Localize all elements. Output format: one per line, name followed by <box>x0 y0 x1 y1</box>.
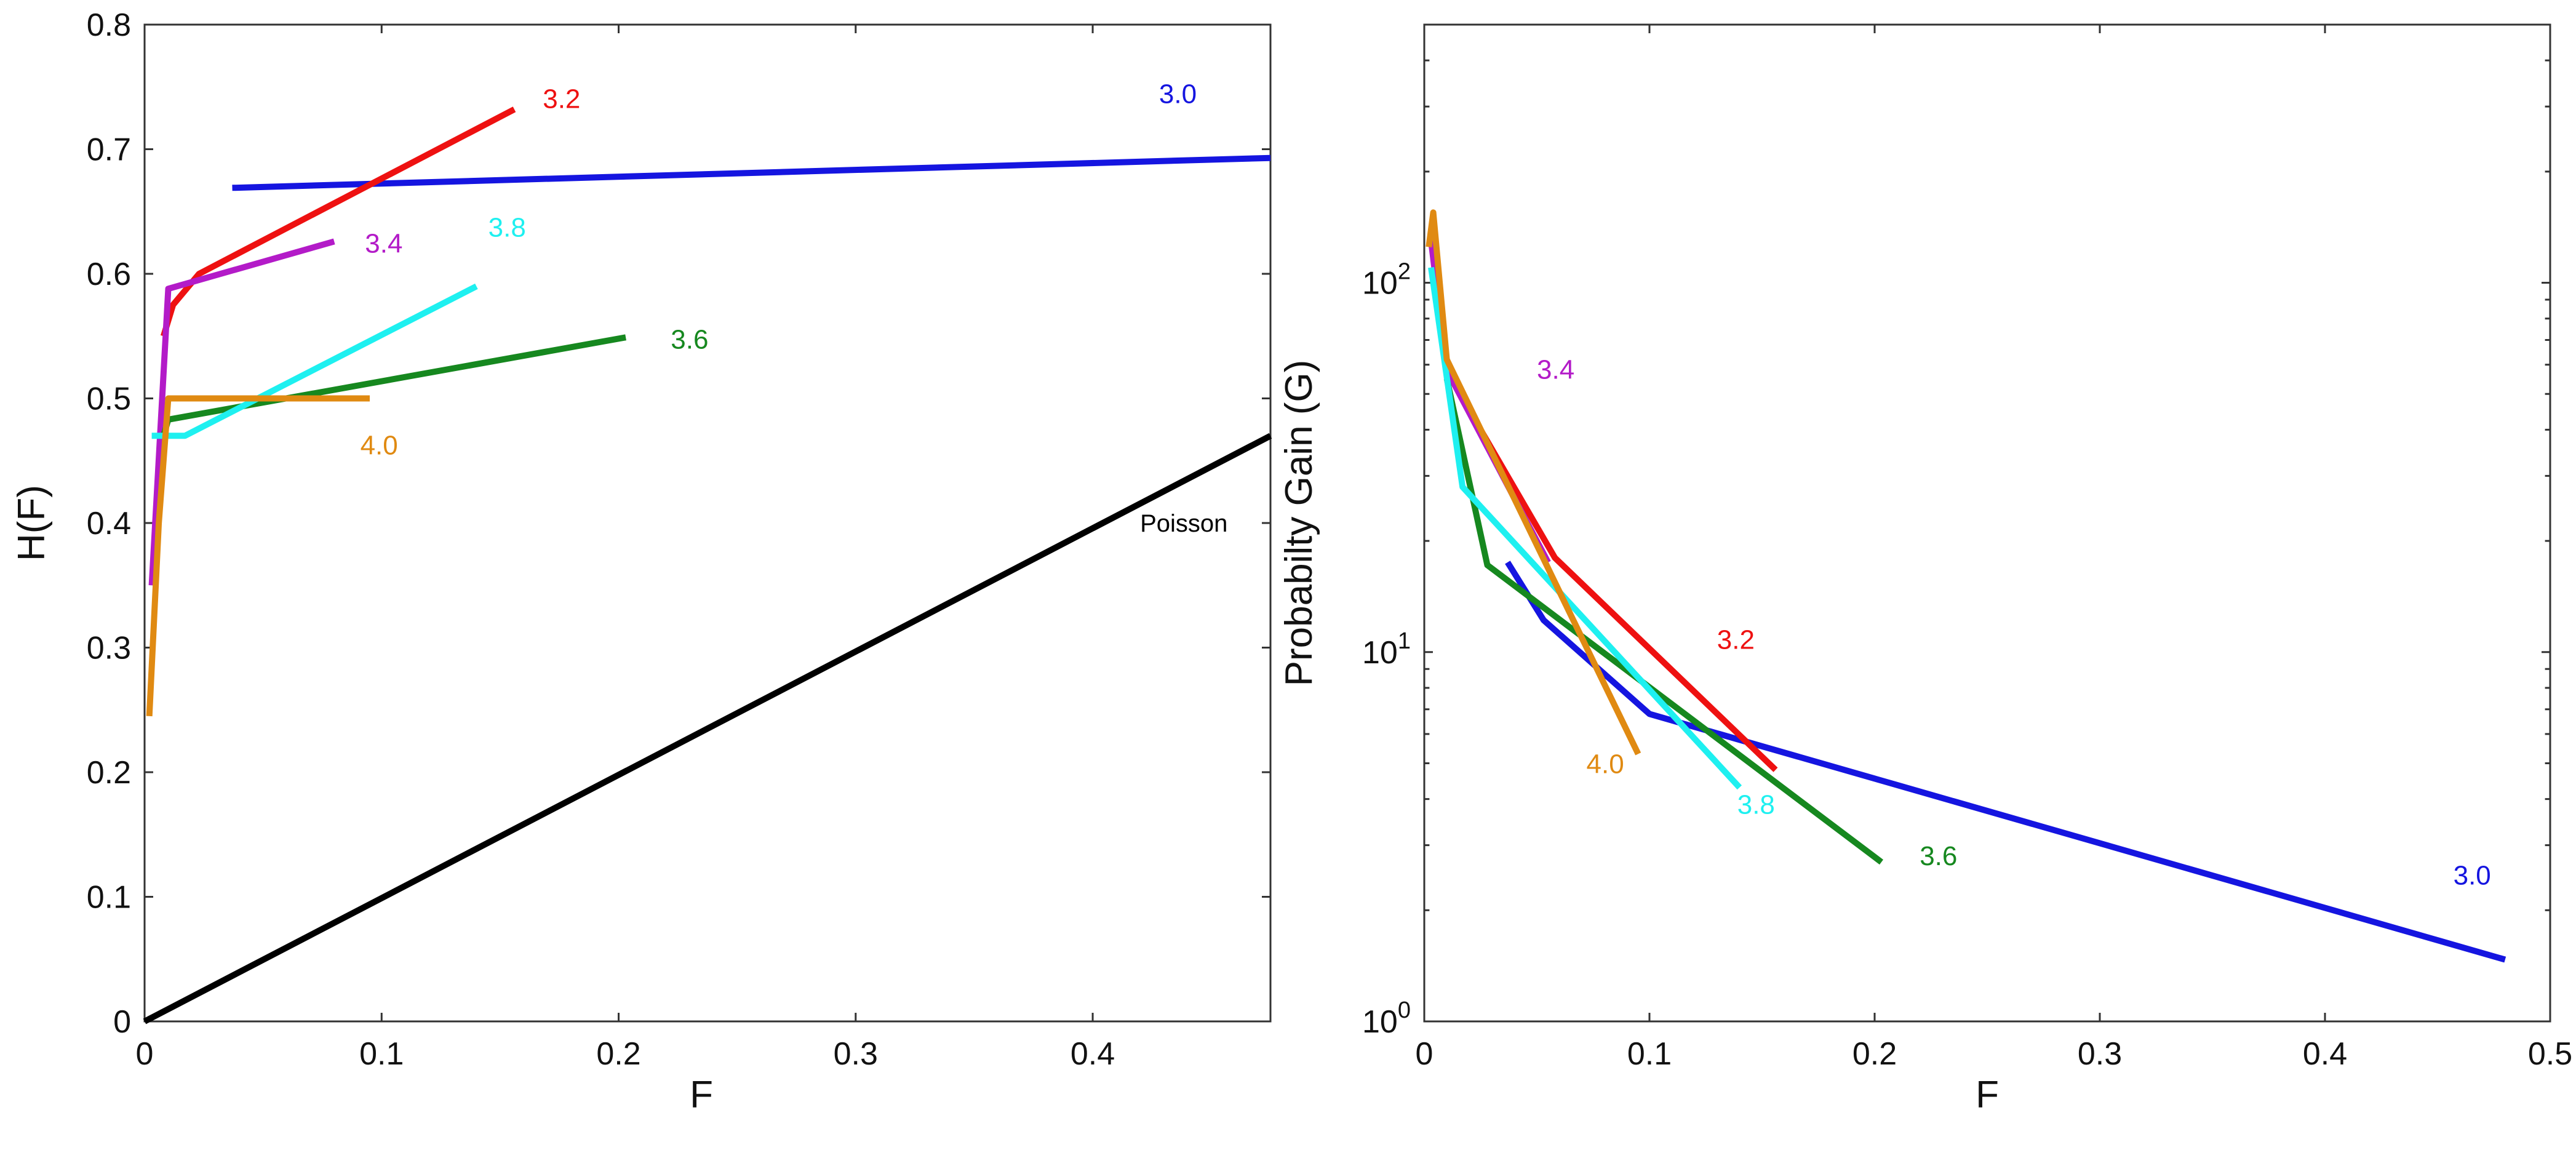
left-y-axis-label: H(F) <box>10 485 53 561</box>
tick-exponent: 1 <box>1398 628 1411 654</box>
left-x-tick-label: 0.4 <box>1071 1036 1115 1072</box>
right-series-line-3-6 <box>1443 378 1884 865</box>
left-x-axis-label: F <box>690 1074 713 1116</box>
left-y-tick-label: 0.8 <box>87 7 131 43</box>
left-series-label-4-0: 4.0 <box>361 431 398 461</box>
left-series-label-3-4: 3.4 <box>365 229 402 259</box>
left-series-label-3-0: 3.0 <box>1159 79 1197 110</box>
left-x-tick-labels: 0 0.1 0.2 0.3 0.4 <box>136 1036 1115 1072</box>
right-x-axis-label: F <box>1976 1074 1999 1116</box>
left-y-tick-labels: 0 0.1 0.2 0.3 0.4 0.5 0.6 0.7 0.8 <box>87 7 131 1040</box>
right-plot-frame <box>1423 23 2551 1023</box>
left-annotations: 3.0 3.2 3.4 3.8 3.6 4.0 Poisson <box>361 79 1228 538</box>
right-y-axis-label: Probabilty Gain (G) <box>1278 360 1320 687</box>
left-series <box>143 106 1272 1024</box>
right-y-tick-label: 102 <box>1362 259 1411 301</box>
tick-exponent: 2 <box>1398 259 1411 285</box>
left-ticks <box>143 23 1270 1023</box>
left-series-label-3-8: 3.8 <box>488 212 526 242</box>
tick-base: 10 <box>1362 266 1398 301</box>
tick-exponent: 0 <box>1398 997 1411 1023</box>
right-x-tick-label: 0 <box>1416 1036 1434 1072</box>
tick-base: 10 <box>1362 1004 1398 1040</box>
left-y-tick-label: 0 <box>113 1004 131 1040</box>
left-y-tick-label: 0.1 <box>87 880 131 916</box>
right-series-label-3-4: 3.4 <box>1537 354 1574 385</box>
right-series-label-3-0: 3.0 <box>2454 860 2491 890</box>
right-series-label-4-0: 4.0 <box>1587 749 1624 780</box>
left-x-tick-label: 0.1 <box>359 1036 404 1072</box>
right-x-tick-label: 0.4 <box>2303 1036 2347 1072</box>
left-y-tick-label: 0.3 <box>87 631 131 666</box>
right-series-label-3-8: 3.8 <box>1737 789 1775 820</box>
left-series-line-poisson <box>143 433 1272 1024</box>
right-y-tick-label: 100 <box>1362 997 1411 1040</box>
right-y-tick-label: 101 <box>1362 628 1411 671</box>
left-series-label-3-2: 3.2 <box>543 84 580 114</box>
left-series-label-poisson: Poisson <box>1140 510 1227 537</box>
tick-base: 10 <box>1362 635 1398 671</box>
left-series-label-3-6: 3.6 <box>671 325 708 355</box>
left-chart: 0 0.1 0.2 0.3 0.4 00.10.20.30.40.50.60.70.8 … <box>10 7 1272 1116</box>
right-series-line-4-0 <box>1426 209 1641 756</box>
right-series-line-3-8 <box>1428 266 1742 790</box>
right-annotations: 3.0 3.2 3.4 3.6 3.8 4.0 <box>1537 354 2491 890</box>
left-y-tick-label: 0.5 <box>87 381 131 417</box>
left-y-tick-label: 0.6 <box>87 257 131 292</box>
right-series-label-3-2: 3.2 <box>1717 625 1755 655</box>
left-y-tick-label: 0.4 <box>87 506 131 541</box>
left-x-tick-label: 0.2 <box>596 1036 640 1072</box>
right-x-tick-label: 0.5 <box>2528 1036 2572 1072</box>
right-x-tick-label: 0.1 <box>1627 1036 1672 1072</box>
left-series-line-3-4 <box>148 238 335 586</box>
left-series-line-3-0 <box>232 154 1271 191</box>
right-x-tick-labels: 0 0.1 0.2 0.3 0.4 0.5 <box>1416 1036 2573 1072</box>
right-ticks <box>1423 23 2551 1023</box>
right-x-tick-label: 0.2 <box>1852 1036 1897 1072</box>
left-x-tick-label: 0.3 <box>834 1036 878 1072</box>
left-y-tick-label: 0.2 <box>87 755 131 791</box>
right-series <box>1426 209 2506 963</box>
left-series-line-4-0 <box>146 395 370 717</box>
right-series-label-3-6: 3.6 <box>1920 841 1957 871</box>
left-y-tick-label: 0.7 <box>87 132 131 168</box>
left-x-tick-label: 0 <box>136 1036 154 1072</box>
right-x-tick-label: 0.3 <box>2078 1036 2122 1072</box>
